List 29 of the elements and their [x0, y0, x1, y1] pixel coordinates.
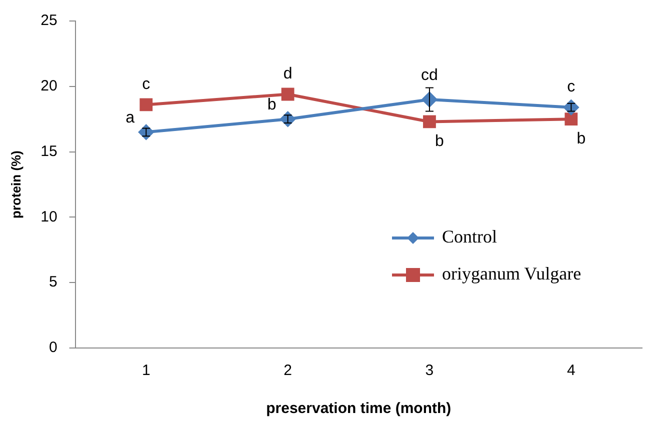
annotation: b — [435, 133, 444, 150]
y-tick-label: 0 — [48, 339, 58, 356]
y-tick-label: 10 — [40, 208, 58, 226]
y-tick-label: 25 — [40, 12, 58, 30]
x-axis-title: preservation time (month) — [266, 400, 452, 418]
point — [281, 88, 294, 101]
point — [280, 112, 296, 127]
point — [564, 100, 579, 115]
annotation: b — [576, 130, 586, 148]
y-tick-label: 20 — [40, 78, 58, 95]
x-tick-label: 1 — [142, 362, 150, 380]
annotation: d — [283, 66, 292, 83]
legend-label: Control — [442, 226, 498, 247]
x-tick-label: 3 — [425, 362, 434, 380]
x-tick-label: 4 — [566, 362, 576, 380]
point — [140, 98, 153, 112]
y-tick-label: 15 — [40, 142, 58, 160]
annotation: b — [267, 96, 276, 114]
point — [423, 115, 436, 128]
y-axis-title: protein (%) — [8, 150, 24, 218]
point — [138, 124, 154, 140]
legend-label: oriyganum Vulgare — [442, 264, 582, 284]
annotation: cd — [421, 67, 438, 84]
annotation: c — [567, 78, 576, 96]
annotation: c — [142, 76, 150, 94]
point — [564, 112, 578, 126]
x-tick-label: 2 — [284, 362, 292, 380]
annotation: a — [126, 110, 135, 127]
y-tick-label: 5 — [48, 274, 58, 291]
